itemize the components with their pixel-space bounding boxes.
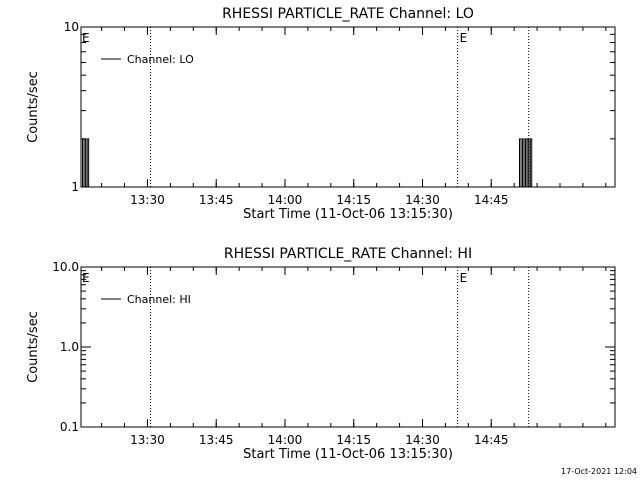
- start-event-label: E: [82, 31, 90, 45]
- y-tick-label: 1.0: [60, 340, 79, 354]
- x-tick-label: 14:30: [405, 433, 440, 447]
- legend-label: Channel: LO: [127, 53, 194, 66]
- event-label: E: [460, 31, 468, 45]
- legend-label: Channel: HI: [127, 293, 191, 306]
- x-axis-label: Start Time (11-Oct-06 13:15:30): [243, 207, 453, 222]
- y-tick-label: 10.0: [52, 260, 79, 274]
- chart-title: RHESSI PARTICLE_RATE Channel: LO: [222, 6, 474, 22]
- chart-panel-2: RHESSI PARTICLE_RATE Channel: HI 13:30 13:…: [26, 246, 616, 462]
- x-tick-label: 14:45: [474, 433, 509, 447]
- x-tick-label: 13:45: [199, 433, 234, 447]
- y-axis-label: Counts/sec: [26, 311, 41, 383]
- start-event-label: E: [82, 271, 90, 285]
- x-tick-label: 14:45: [474, 193, 509, 207]
- chart-title: RHESSI PARTICLE_RATE Channel: HI: [224, 246, 472, 262]
- x-tick-label: 14:30: [405, 193, 440, 207]
- plot-frame: [80, 26, 616, 188]
- x-axis-label: Start Time (11-Oct-06 13:15:30): [243, 447, 453, 462]
- series-line-0: [81, 138, 533, 188]
- x-tick-label: 14:15: [336, 193, 371, 207]
- plot-frame: [80, 266, 616, 428]
- chart-panel-1: RHESSI PARTICLE_RATE Channel: LO 13:30 13:…: [26, 6, 616, 222]
- y-tick-label: 1: [71, 180, 79, 194]
- event-label: E: [460, 271, 468, 285]
- y-tick-label: 0.1: [60, 420, 79, 434]
- x-tick-label: 13:45: [199, 193, 234, 207]
- x-tick-label: 14:15: [336, 433, 371, 447]
- y-axis-label: Counts/sec: [26, 71, 41, 143]
- y-tick-label: 10: [64, 20, 79, 34]
- x-tick-label: 14:00: [268, 193, 303, 207]
- x-tick-label: 13:30: [130, 433, 165, 447]
- timestamp: 17-Oct-2021 12:04: [561, 467, 637, 476]
- x-tick-label: 14:00: [268, 433, 303, 447]
- x-tick-label: 13:30: [130, 193, 165, 207]
